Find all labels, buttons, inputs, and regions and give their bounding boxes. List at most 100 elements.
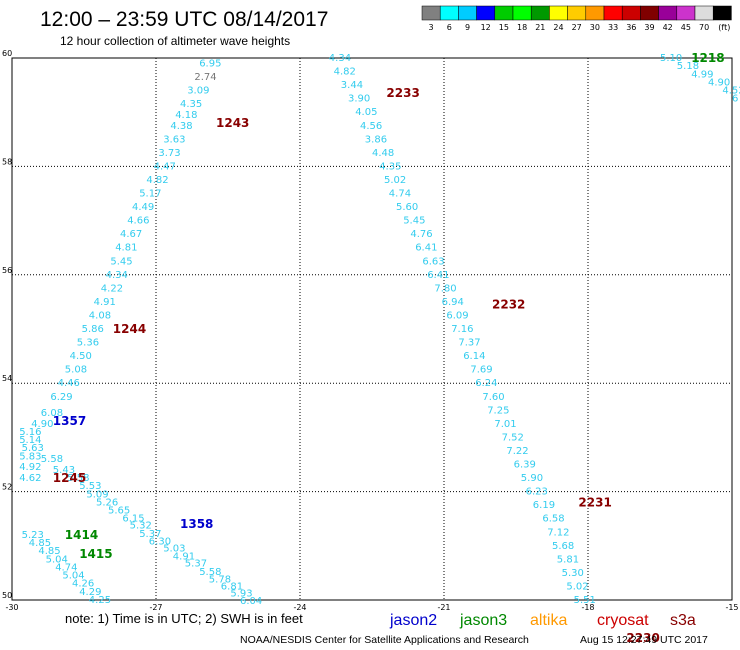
swh-value: 4.90 [31, 419, 53, 430]
swh-value: 5.08 [65, 365, 87, 376]
swh-value: 6.39 [514, 460, 536, 471]
swh-value: 4.49 [132, 202, 154, 213]
colorbar-label: 70 [699, 23, 709, 32]
y-tick-label: 50 [2, 591, 12, 600]
x-tick-label: -18 [581, 603, 594, 612]
swh-value: 6 [732, 94, 738, 105]
colorbar-swatch [585, 5, 605, 21]
colorbar-swatch [621, 5, 641, 21]
swh-value: 5.17 [139, 189, 161, 200]
colorbar-label: 9 [465, 23, 470, 32]
satellite-legend: jason2 jason3 altika cryosat s3a [389, 612, 696, 629]
colorbar-label: 12 [481, 23, 491, 32]
swh-value: 4.48 [372, 148, 394, 159]
swh-value: 6.04 [240, 596, 262, 607]
swh-value: 5.81 [557, 554, 579, 565]
colorbar-swatch [567, 5, 587, 21]
swh-value: 7.80 [434, 283, 456, 294]
swh-value: 4.08 [89, 310, 111, 321]
colorbar-label: 30 [590, 23, 600, 32]
pass-time-label: 2231 [578, 495, 611, 509]
swh-value: 5.78 [209, 574, 231, 585]
swh-value: 7.16 [451, 324, 473, 335]
swh-value: 6.14 [463, 351, 485, 362]
swh-value: 4.18 [175, 110, 197, 121]
swh-value: 5.58 [199, 567, 221, 578]
pass-time-label: 1358 [180, 517, 213, 531]
swh-value: 7.69 [470, 365, 492, 376]
colorbar-label: 39 [644, 23, 654, 32]
swh-value: 6.41 [427, 270, 449, 281]
swh-value: 4.38 [170, 121, 192, 132]
swh-value: 5.53 [79, 481, 101, 492]
swh-value: 5.63 [22, 443, 44, 454]
swh-value: 4.25 [89, 595, 111, 606]
colorbar-label: 18 [517, 23, 527, 32]
colorbar-swatch [458, 5, 477, 21]
swh-value: 5.30 [562, 568, 584, 579]
colorbar-label: 42 [663, 23, 673, 32]
legend-altika: altika [530, 612, 567, 629]
legend-s3a: s3a [670, 612, 696, 629]
swh-value: 3.44 [341, 80, 363, 91]
swh-value: 4.29 [79, 587, 101, 598]
pass-time-label: 2232 [492, 298, 525, 312]
swh-value: 5.86 [82, 324, 104, 335]
footnote: note: 1) Time is in UTC; 2) SWH is in fe… [65, 611, 303, 626]
swh-value: 4.74 [389, 189, 411, 200]
swh-value: 4.91 [173, 552, 195, 563]
swh-value: 4.35 [379, 161, 401, 172]
swh-value: 6.30 [149, 536, 171, 547]
x-tick-label: -30 [5, 603, 18, 612]
swh-value: 4.26 [72, 579, 94, 590]
swh-value: 4.47 [154, 161, 176, 172]
swh-value: 5.51 [574, 595, 596, 606]
swh-value: 4.52 [722, 86, 740, 97]
swh-marks: 6.952.743.094.354.184.383.633.734.474.82… [19, 51, 740, 645]
swh-value: 4.05 [355, 107, 377, 118]
swh-value: 6.23 [526, 487, 548, 498]
chart-subtitle: 12 hour collection of altimeter wave hei… [60, 34, 290, 48]
y-tick-label: 52 [2, 483, 12, 492]
colorbar-swatch [530, 5, 550, 21]
swh-value: 6.19 [533, 500, 555, 511]
colorbar-swatch [476, 5, 496, 21]
swh-value: 5.26 [96, 497, 118, 508]
colorbar-swatch [694, 5, 714, 21]
swh-value: 4.76 [410, 229, 432, 240]
swh-value: 7.25 [487, 405, 509, 416]
swh-value: 2.74 [194, 72, 216, 83]
swh-value: 5.10 [660, 53, 682, 64]
y-tick-label: 56 [2, 266, 12, 275]
y-tick-label: 58 [2, 157, 12, 166]
swh-value: 4.85 [29, 538, 51, 549]
swh-value: 4.62 [19, 473, 41, 484]
swh-value: 3.73 [158, 148, 180, 159]
colorbar-label: 21 [535, 23, 545, 32]
swh-value: 6.81 [221, 581, 243, 592]
swh-value: 4.81 [115, 243, 137, 254]
pass-time-label: 1415 [79, 547, 112, 561]
pass-time-label: 1243 [216, 116, 249, 130]
swh-value: 4.22 [101, 283, 123, 294]
colorbar-label: 33 [608, 23, 618, 32]
swh-value: 7.37 [458, 338, 480, 349]
swh-value: 3.09 [187, 86, 209, 97]
colorbar-swatch [640, 5, 659, 21]
footer-agency: NOAA/NESDIS Center for Satellite Applica… [240, 634, 529, 646]
lat-lon-grid [12, 58, 732, 600]
swh-value: 3.90 [348, 94, 370, 105]
plot-frame [11, 57, 733, 601]
swh-value: 5.18 [677, 61, 699, 72]
pass-time-label: 1414 [65, 528, 98, 542]
colorbar-swatch [658, 5, 678, 21]
swh-value: 4.50 [70, 351, 92, 362]
chart-title: 12:00 – 23:59 UTC 08/14/2017 [40, 8, 328, 31]
swh-value: 6.63 [422, 256, 444, 267]
swh-colorbar: 3 6 9 12 15 18 21 24 27 30 33 36 39 42 45 70 (ft) [421, 5, 732, 32]
swh-value: 6.15 [122, 514, 144, 525]
colorbar-label: 45 [681, 23, 691, 32]
swh-value: 5.90 [521, 473, 543, 484]
colorbar-swatch [603, 5, 623, 21]
